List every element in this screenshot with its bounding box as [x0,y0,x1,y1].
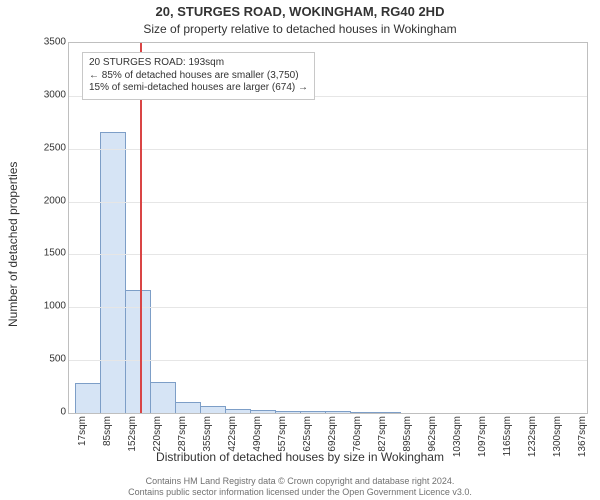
gridline [69,360,587,361]
gridline [69,254,587,255]
x-tick-label: 557sqm [277,416,288,452]
x-tick-label: 152sqm [127,416,138,452]
gridline [69,149,587,150]
x-tick-label: 17sqm [77,416,88,446]
histogram-bar [325,411,351,413]
x-tick-label: 490sqm [252,416,263,452]
annotation-line-1: 20 STURGES ROAD: 193sqm [89,57,308,70]
histogram-bar [250,410,276,413]
x-axis-label: Distribution of detached houses by size … [0,450,600,464]
histogram-bar [225,409,251,413]
y-axis-label: Number of detached properties [6,162,20,327]
gridline [69,307,587,308]
x-tick-label: 422sqm [227,416,238,452]
y-tick-label: 2000 [26,195,66,206]
gridline [69,202,587,203]
histogram-bar [125,290,151,413]
annotation-line-3: 15% of semi-detached houses are larger (… [89,82,308,95]
x-tick-label: 85sqm [102,416,113,446]
x-tick-label: 355sqm [202,416,213,452]
y-tick-label: 3000 [26,89,66,100]
annotation-line-2: ← 85% of detached houses are smaller (3,… [89,70,308,83]
histogram-bar [75,383,101,413]
x-tick-label: 287sqm [177,416,188,452]
y-tick-label: 1500 [26,248,66,259]
histogram-bar [150,382,176,413]
y-tick-label: 500 [26,354,66,365]
chart-container: { "title": "20, STURGES ROAD, WOKINGHAM,… [0,0,600,500]
x-tick-label: 625sqm [302,416,313,452]
histogram-bar [100,132,126,413]
y-tick-label: 0 [26,407,66,418]
x-tick-label: 827sqm [377,416,388,452]
x-tick-label: 220sqm [152,416,163,452]
x-tick-label: 760sqm [352,416,363,452]
chart-subtitle: Size of property relative to detached ho… [0,22,600,36]
x-tick-label: 962sqm [427,416,438,452]
histogram-bar [300,411,326,413]
footer-line-1: Contains HM Land Registry data © Crown c… [8,476,592,487]
histogram-bar [275,411,301,413]
footer-line-2: Contains public sector information licen… [8,487,592,498]
x-tick-label: 895sqm [402,416,413,452]
histogram-bar [175,402,201,413]
histogram-bar [375,412,401,413]
annotation-box: 20 STURGES ROAD: 193sqm ← 85% of detache… [82,52,315,100]
x-tick-label: 692sqm [327,416,338,452]
histogram-bar [350,412,376,413]
chart-title: 20, STURGES ROAD, WOKINGHAM, RG40 2HD [0,4,600,19]
y-tick-label: 3500 [26,37,66,48]
histogram-bar [200,406,226,413]
footer-attribution: Contains HM Land Registry data © Crown c… [8,476,592,498]
y-tick-label: 1000 [26,301,66,312]
y-tick-label: 2500 [26,142,66,153]
